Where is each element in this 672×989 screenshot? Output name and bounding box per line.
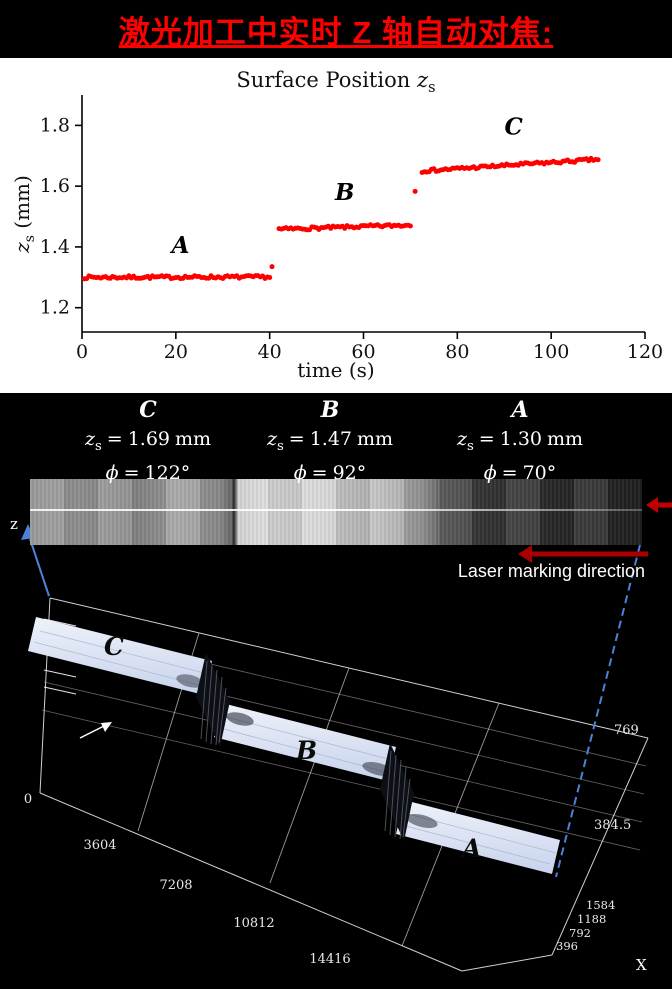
ylabel-sub: s xyxy=(22,235,38,243)
svg-text:B: B xyxy=(334,179,354,206)
laser-figure-panel: C zs = 1.69 mm ϕ = 122° B zs = 1.47 mm ϕ = 92° A z… xyxy=(0,393,672,989)
phi-symbol: ϕ xyxy=(293,461,307,484)
drop-streaks-2 xyxy=(384,750,411,840)
ylabel-var: z xyxy=(10,242,34,253)
column-zs-line: zs = 1.30 mm xyxy=(420,426,620,460)
drop-streaks-1 xyxy=(200,660,227,746)
chart-title-text: Surface Position xyxy=(236,68,411,92)
tick-1188: 1188 xyxy=(577,912,606,926)
tick-7208: 7208 xyxy=(159,878,192,893)
column-label: A xyxy=(511,397,529,423)
ylabel-unit: (mm) xyxy=(10,175,34,229)
column-label: C xyxy=(139,397,157,423)
phi-value: 70° xyxy=(522,461,557,484)
tick-384-5: 384.5 xyxy=(594,818,631,833)
svg-text:1.6: 1.6 xyxy=(40,175,70,197)
height-map-3d-plot: C B A z xyxy=(10,497,672,974)
z-symbol: z xyxy=(456,428,467,450)
column-info-C: C zs = 1.69 mm ϕ = 122° xyxy=(48,397,248,486)
tick-14416: 14416 xyxy=(309,952,350,967)
chart-title: Surface Position zs xyxy=(0,68,672,96)
chart-title-sub: s xyxy=(428,79,436,97)
svg-text:100: 100 xyxy=(533,341,569,363)
zs-value: 1.30 xyxy=(499,428,543,450)
tick-769: 769 xyxy=(614,723,639,738)
z-sub: s xyxy=(466,438,474,454)
svg-text:20: 20 xyxy=(164,341,188,363)
svg-text:C: C xyxy=(504,114,523,141)
svg-text:0: 0 xyxy=(76,341,88,363)
step-label-A: A xyxy=(460,834,481,863)
equals: = xyxy=(106,428,123,450)
depth-axis-ticks: 1584 1188 792 396 xyxy=(556,898,615,953)
step-surface-C xyxy=(28,617,212,695)
laser-direction-arrow-icon xyxy=(518,545,648,563)
chart-title-var: z xyxy=(416,68,429,92)
svg-text:120: 120 xyxy=(627,341,663,363)
z-symbol: z xyxy=(266,428,277,450)
equals: = xyxy=(478,428,495,450)
svg-text:1.8: 1.8 xyxy=(40,114,70,136)
phi-symbol: ϕ xyxy=(105,461,119,484)
column-phi-line: ϕ = 70° xyxy=(420,460,620,486)
svg-text:A: A xyxy=(170,232,190,259)
zs-value: 1.47 xyxy=(309,428,353,450)
z-axis-label: z xyxy=(10,515,18,533)
z-symbol: z xyxy=(84,428,95,450)
svg-text:80: 80 xyxy=(445,341,469,363)
z-sub: s xyxy=(276,438,284,454)
column-phi-line: ϕ = 122° xyxy=(48,460,248,486)
step-surface-B xyxy=(214,703,396,781)
column-zs-line: zs = 1.47 mm xyxy=(230,426,430,460)
equals: = xyxy=(123,461,140,484)
tick-396: 396 xyxy=(556,939,578,953)
column-info-A: A zs = 1.30 mm ϕ = 70° xyxy=(420,397,620,486)
equals: = xyxy=(501,461,518,484)
tick-10812: 10812 xyxy=(233,916,274,931)
laser-marked-strip-image xyxy=(30,479,642,545)
tick-3604: 3604 xyxy=(83,838,116,853)
surface-position-chart: 0 20 40 60 80 100 120 1.2 1.4 1.6 1.8 A B C xyxy=(40,95,663,363)
svg-text:1.4: 1.4 xyxy=(40,236,70,258)
column-info-B: B zs = 1.47 mm ϕ = 92° xyxy=(230,397,430,486)
phi-symbol: ϕ xyxy=(483,461,497,484)
dashed-correspondence-lines xyxy=(27,532,641,878)
y-axis-label: zs (mm) xyxy=(10,134,38,294)
equals: = xyxy=(311,461,328,484)
equals: = xyxy=(288,428,305,450)
surface-position-chart-panel: 0 20 40 60 80 100 120 1.2 1.4 1.6 1.8 A B C Surface P… xyxy=(0,58,672,393)
tick-792: 792 xyxy=(569,926,591,940)
step-label-C: C xyxy=(104,632,124,661)
mm-unit: mm xyxy=(547,428,584,450)
laser-direction-caption: Laser marking direction xyxy=(457,561,645,581)
page-header: 激光加工中实时 Z 轴自动对焦: xyxy=(0,0,672,58)
phi-value: 122° xyxy=(144,461,191,484)
x-axis-ticks: 0 3604 7208 10812 14416 xyxy=(24,792,351,967)
right-axis-ticks: 769 384.5 xyxy=(594,723,639,833)
svg-text:60: 60 xyxy=(351,341,375,363)
zs-value: 1.69 xyxy=(127,428,171,450)
z-sub: s xyxy=(94,438,102,454)
svg-text:40: 40 xyxy=(258,341,282,363)
phi-value: 92° xyxy=(332,461,367,484)
page-title: 激光加工中实时 Z 轴自动对焦: xyxy=(118,14,554,50)
column-label: B xyxy=(320,397,340,423)
tick-0: 0 xyxy=(24,792,32,807)
laser-direction-arrow-small-icon xyxy=(646,497,672,513)
x-axis-label: time (s) xyxy=(297,358,375,382)
y-axis-arrow-icon xyxy=(79,722,112,739)
column-phi-line: ϕ = 92° xyxy=(230,460,430,486)
column-zs-line: zs = 1.69 mm xyxy=(48,426,248,460)
mm-unit: mm xyxy=(175,428,212,450)
x-axis-label-3d: X xyxy=(636,956,647,974)
tick-1584: 1584 xyxy=(586,898,615,912)
step-label-B: B xyxy=(295,736,317,765)
svg-text:1.2: 1.2 xyxy=(40,297,70,319)
mm-unit: mm xyxy=(357,428,394,450)
